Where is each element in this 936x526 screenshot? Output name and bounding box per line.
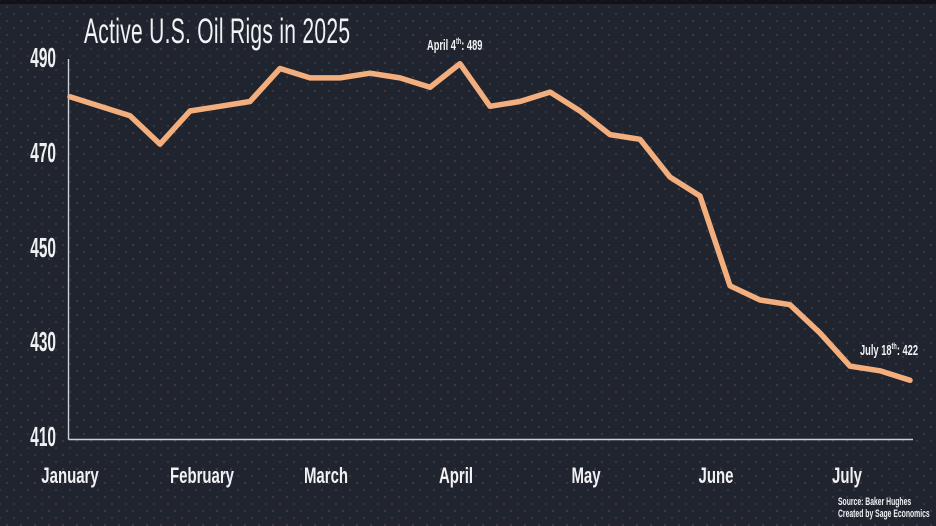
x-axis-tick-label-february: February	[169, 463, 235, 488]
source-credit-line: Source: Baker Hughes	[838, 496, 912, 508]
x-axis-tick-label-may: May	[571, 463, 601, 488]
peak-annotation-value: : 489	[461, 37, 483, 54]
latest-annotation-ordinal: th	[891, 341, 897, 351]
latest-annotation-date: July 18	[860, 342, 892, 359]
x-axis-tick-label-march: March	[303, 463, 349, 488]
creator-credit-line: Created by Sage Economics	[838, 507, 930, 520]
latest-annotation: July 18th: 422	[860, 341, 918, 359]
y-axis-tick-label: 430	[30, 326, 56, 357]
y-axis-tick-label: 490	[30, 42, 56, 73]
x-axis-tick-label-january: January	[41, 463, 99, 488]
source-credits: Source: Baker Hughes Created by Sage Eco…	[838, 496, 930, 520]
peak-annotation-ordinal: th	[455, 36, 462, 46]
latest-annotation-value: : 422	[896, 342, 919, 359]
y-axis-tick-label: 410	[30, 421, 56, 452]
chart-title: Active U.S. Oil Rigs in 2025	[84, 12, 351, 51]
peak-annotation-date: April 4	[427, 37, 456, 54]
x-axis-tick-label-june: June	[698, 463, 734, 488]
peak-annotation: April 4th: 489	[427, 36, 482, 54]
x-axis-tick-label-july: July	[832, 463, 862, 488]
y-axis-tick-label: 450	[30, 232, 56, 263]
y-axis-tick-label: 470	[30, 137, 56, 168]
rigs-line-series	[67, 60, 913, 384]
x-axis-tick-label-april: April	[438, 463, 474, 488]
